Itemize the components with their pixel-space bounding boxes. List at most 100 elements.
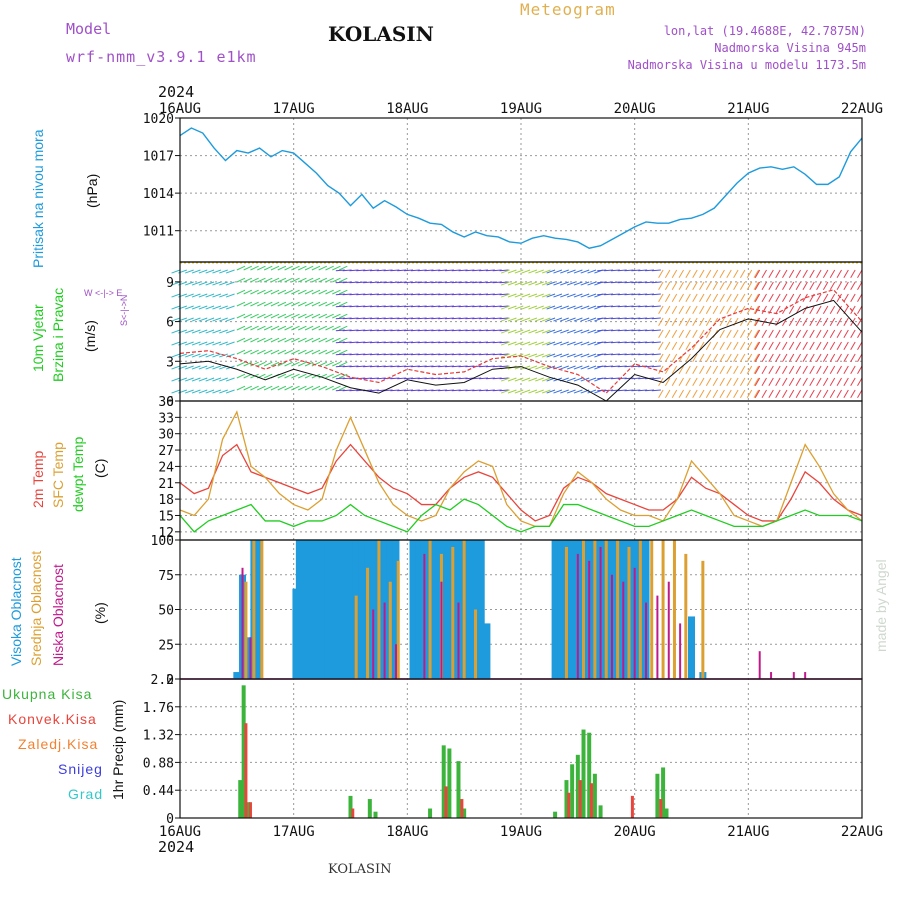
- wind-arrow: [843, 377, 849, 387]
- total-precip-bar: [462, 808, 467, 818]
- wind-arrow: [521, 341, 531, 346]
- wind-arrow: [719, 329, 725, 339]
- wind-arrow: [349, 305, 359, 308]
- wind-arrow: [566, 377, 576, 382]
- wind-arrow: [369, 317, 379, 320]
- wind-arrow: [829, 329, 836, 339]
- wind-arrow: [205, 329, 215, 334]
- wind-arrow: [356, 317, 366, 320]
- wind-arrow: [553, 341, 563, 346]
- wind-arrow: [553, 389, 563, 394]
- wind-arrow: [546, 353, 556, 358]
- wind-arrow: [829, 317, 836, 327]
- wind-arrow: [219, 329, 228, 334]
- year-bottom: 2024: [158, 838, 195, 856]
- wind-arrow: [318, 277, 328, 283]
- wind-arrow: [651, 305, 661, 308]
- wind-arrow: [318, 289, 328, 295]
- wind-arrow: [843, 281, 849, 291]
- wind-arrow: [651, 281, 661, 284]
- wind-arrow: [761, 329, 767, 339]
- wind-arrow: [566, 365, 576, 370]
- wind-arrow: [507, 269, 517, 274]
- wind-arrow: [171, 293, 181, 298]
- wind-arrow: [788, 377, 795, 387]
- wind-arrow: [829, 305, 836, 315]
- wind-arrow: [390, 329, 400, 332]
- wind-arrow: [191, 281, 201, 286]
- high-cloud-bar: [477, 540, 485, 679]
- wind-arrow: [664, 281, 671, 291]
- wind-arrow: [753, 353, 759, 363]
- wind-arrow: [335, 305, 345, 308]
- wind-arrow: [788, 365, 795, 375]
- wind-arrow: [236, 265, 246, 271]
- wind-arrow: [304, 361, 314, 367]
- wind-arrow: [739, 377, 746, 387]
- wind-arrow: [465, 353, 475, 356]
- wind-arrow: [631, 281, 641, 284]
- wind-arrow: [816, 293, 822, 303]
- wind-arrow: [546, 341, 556, 346]
- wind-arrow: [472, 269, 482, 272]
- wind-arrow: [410, 281, 420, 284]
- wind-arrow: [631, 389, 641, 392]
- total-precip-bar: [553, 811, 558, 818]
- wind-arrow: [658, 341, 664, 351]
- wind-arrow: [587, 365, 597, 370]
- wind-arrow: [332, 361, 341, 367]
- wind-arrow: [291, 385, 300, 391]
- wind-arrow: [277, 313, 287, 319]
- wind-arrow: [438, 269, 448, 272]
- wind-arrow: [349, 317, 359, 320]
- wind-arrow: [610, 293, 620, 296]
- wind-arrow: [658, 269, 664, 279]
- wind-arrow: [604, 329, 614, 332]
- wind-arrow: [507, 341, 517, 346]
- wind-arrow: [431, 329, 441, 332]
- wind-arrow: [573, 293, 583, 298]
- wind-arrow: [836, 341, 842, 351]
- wind-arrow: [597, 341, 607, 344]
- wind-arrow: [236, 385, 246, 391]
- wind-arrow: [678, 329, 684, 339]
- mid-cloud-bar: [462, 540, 466, 679]
- wind-arrow: [243, 277, 253, 283]
- wind-arrow: [580, 305, 590, 310]
- wind-arrow: [843, 389, 849, 399]
- wind-arrow: [795, 293, 802, 303]
- wind-arrow: [617, 377, 627, 380]
- wind-arrow: [332, 325, 341, 331]
- wind-arrow: [705, 353, 712, 363]
- wind-arrow: [809, 329, 815, 339]
- wind-arrow: [205, 305, 215, 310]
- wind-arrow: [535, 329, 544, 334]
- wind-arrow: [624, 317, 634, 320]
- wind-arrow: [451, 329, 461, 332]
- wind-arrow: [438, 341, 448, 344]
- mid-cloud-bar: [616, 540, 620, 679]
- wind-arrow: [843, 269, 849, 279]
- wind-arrow: [205, 293, 215, 298]
- frame-layer: 16AUG 16AUG 17AUG 17AUG 18AUG 18AUG 19AUG 19AUG…: [143, 101, 883, 840]
- wind-arrow: [444, 281, 454, 284]
- wind-arrow: [651, 353, 661, 356]
- wind-arrow: [541, 281, 551, 286]
- wind-arrow: [472, 281, 482, 284]
- wind-arrow: [775, 329, 781, 339]
- wind-arrow: [349, 329, 359, 332]
- wind-arrow: [768, 377, 774, 387]
- low-cloud-bar: [667, 581, 670, 679]
- wind-arrow: [472, 389, 482, 392]
- grid-layer: [180, 117, 862, 819]
- wind-arrow: [850, 377, 856, 387]
- wind-tick-label: 3: [166, 355, 174, 370]
- wind-arrow: [782, 281, 788, 291]
- wind-arrow: [263, 385, 273, 391]
- wind-arrow: [451, 377, 461, 380]
- wind-arrow: [338, 301, 348, 307]
- wind-arrow: [263, 301, 273, 307]
- wind-arrow: [404, 341, 414, 344]
- wind-arrow: [705, 281, 712, 291]
- wind-arrow: [499, 293, 509, 296]
